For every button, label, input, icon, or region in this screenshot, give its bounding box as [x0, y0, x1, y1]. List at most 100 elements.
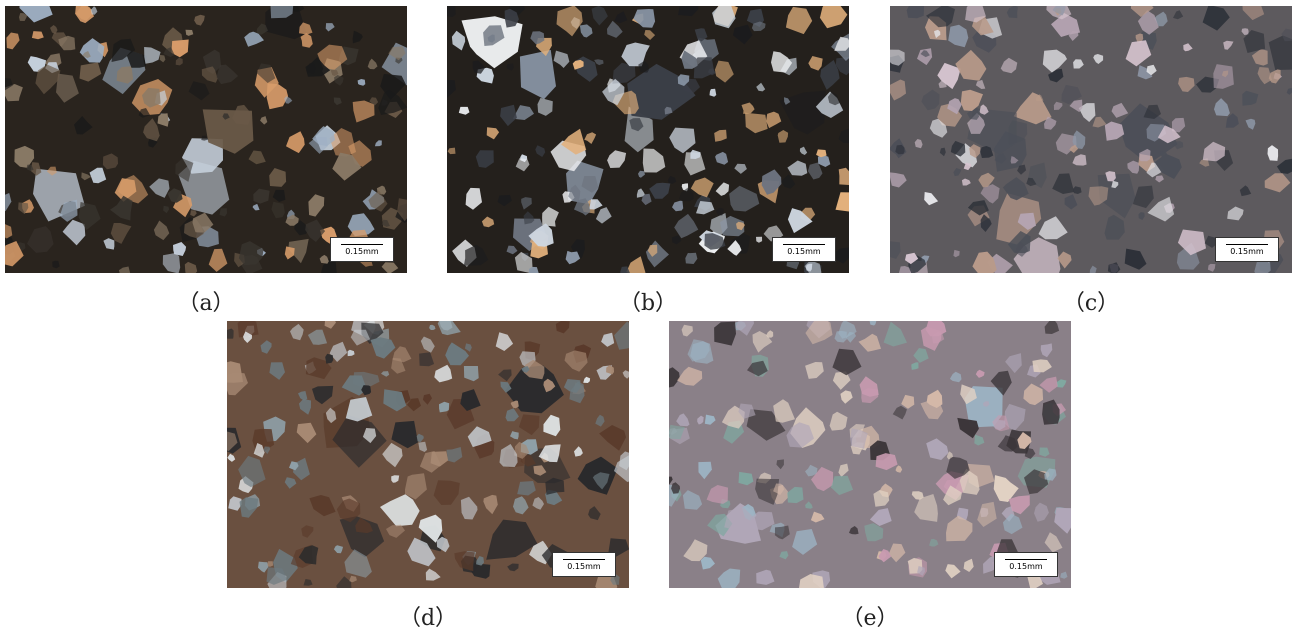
- grain: [537, 97, 553, 116]
- grain: [1035, 94, 1044, 102]
- grain: [1139, 148, 1151, 162]
- grain: [1124, 248, 1147, 270]
- grain: [734, 163, 747, 174]
- grain: [607, 20, 623, 38]
- grain: [1042, 49, 1067, 73]
- grain: [965, 6, 986, 23]
- grain: [1268, 35, 1292, 70]
- grain: [709, 88, 717, 97]
- grain: [81, 172, 92, 181]
- grain: [945, 564, 961, 579]
- grain: [738, 471, 754, 486]
- grain: [260, 116, 268, 125]
- grain: [153, 220, 170, 241]
- scale-text: 0.15mm: [345, 247, 379, 256]
- grain: [838, 128, 849, 144]
- grain: [777, 130, 789, 143]
- grain: [190, 210, 197, 217]
- grain: [321, 258, 337, 273]
- grain: [407, 537, 436, 567]
- grain: [683, 539, 708, 562]
- grain: [712, 6, 736, 29]
- grain: [672, 200, 684, 212]
- grain: [89, 167, 107, 184]
- grain: [905, 252, 919, 265]
- grain: [1057, 251, 1072, 269]
- grain: [1130, 6, 1154, 17]
- grain: [361, 385, 372, 396]
- grain: [595, 207, 612, 224]
- micrograph: 0.15mm: [227, 321, 629, 588]
- grain: [833, 247, 849, 264]
- grain: [82, 51, 91, 59]
- grain: [1157, 125, 1181, 144]
- grain: [816, 149, 827, 158]
- grain: [834, 36, 849, 51]
- grain: [458, 106, 470, 115]
- grain: [284, 477, 297, 489]
- grain: [1286, 87, 1292, 95]
- grain: [869, 508, 892, 526]
- grain: [649, 182, 671, 199]
- grain: [374, 140, 382, 147]
- grain: [405, 473, 427, 500]
- grain: [5, 224, 13, 239]
- scale-line: [1226, 244, 1268, 245]
- grain: [425, 568, 441, 581]
- grain: [256, 63, 276, 83]
- grain: [520, 454, 536, 467]
- grain: [1268, 69, 1281, 84]
- grain: [929, 538, 939, 547]
- grain: [926, 6, 955, 28]
- grain: [1173, 141, 1184, 150]
- grain: [35, 64, 61, 95]
- grain: [943, 485, 962, 506]
- grain: [895, 144, 905, 155]
- grain: [1060, 571, 1068, 579]
- grain: [513, 496, 529, 515]
- grain: [787, 160, 808, 176]
- grain: [570, 239, 585, 259]
- grain: [5, 241, 24, 267]
- grain: [465, 187, 482, 210]
- grain: [1196, 76, 1220, 93]
- grain: [325, 407, 337, 424]
- grain: [272, 189, 286, 202]
- grain: [581, 176, 599, 193]
- grain: [381, 371, 390, 377]
- grain: [227, 453, 236, 462]
- grain: [983, 401, 990, 407]
- grain: [1032, 359, 1052, 373]
- grain: [348, 575, 357, 583]
- grain: [370, 337, 396, 359]
- grain: [756, 236, 763, 243]
- grain: [747, 360, 768, 377]
- grain: [682, 490, 703, 510]
- grain: [1008, 120, 1028, 145]
- grain: [1239, 185, 1252, 197]
- grain: [960, 384, 977, 405]
- grain: [647, 244, 658, 257]
- grain: [774, 525, 790, 540]
- grain: [720, 215, 745, 237]
- grain: [407, 398, 421, 412]
- grain: [700, 556, 715, 570]
- grain: [677, 74, 690, 86]
- grain: [684, 152, 706, 176]
- panel-label: （a）: [177, 291, 235, 316]
- grain: [629, 118, 644, 132]
- grain: [285, 214, 299, 226]
- grain: [704, 414, 716, 425]
- grain: [607, 150, 627, 168]
- grain: [671, 482, 680, 494]
- grain: [175, 57, 183, 66]
- grain: [707, 513, 733, 537]
- grain: [555, 321, 570, 334]
- grain: [163, 47, 175, 57]
- grain: [336, 576, 352, 588]
- grain: [642, 148, 666, 173]
- grain: [271, 201, 285, 219]
- grain: [523, 211, 535, 225]
- grain: [219, 208, 227, 217]
- grain: [929, 118, 948, 138]
